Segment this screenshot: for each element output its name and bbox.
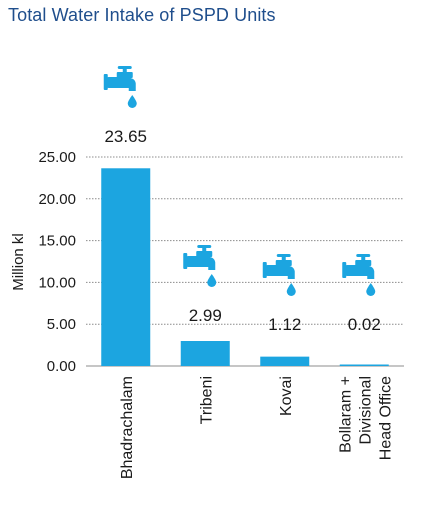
- water-tap-icon: [262, 254, 296, 296]
- data-label: 1.12: [268, 315, 301, 334]
- y-tick-label: 10.00: [38, 274, 76, 291]
- y-tick-label: 0.00: [47, 358, 76, 375]
- chart-title: Total Water Intake of PSPD Units: [8, 5, 276, 25]
- bar: [180, 341, 230, 366]
- bar: [101, 168, 151, 366]
- bar: [339, 364, 389, 366]
- x-tick-label: Kovai: [278, 376, 295, 416]
- x-tick-label: Tribeni: [198, 376, 215, 424]
- y-tick-label: 15.00: [38, 233, 76, 250]
- water-tap-icon: [103, 66, 137, 108]
- y-axis-title: Million kl: [10, 233, 27, 291]
- water-tap-icon: [183, 245, 217, 288]
- data-label: 2.99: [189, 306, 222, 325]
- y-tick-label: 20.00: [38, 191, 76, 208]
- data-label: 0.02: [348, 315, 381, 334]
- x-tick-label: Bollaram + Divisional Head Office: [337, 376, 394, 460]
- x-tick-label: Bhadrachalam: [119, 376, 136, 479]
- y-tick-label: 25.00: [38, 149, 76, 166]
- y-tick-label: 5.00: [47, 316, 76, 333]
- bar: [260, 356, 310, 366]
- water-tap-icon: [342, 254, 376, 296]
- data-label: 23.65: [104, 127, 147, 146]
